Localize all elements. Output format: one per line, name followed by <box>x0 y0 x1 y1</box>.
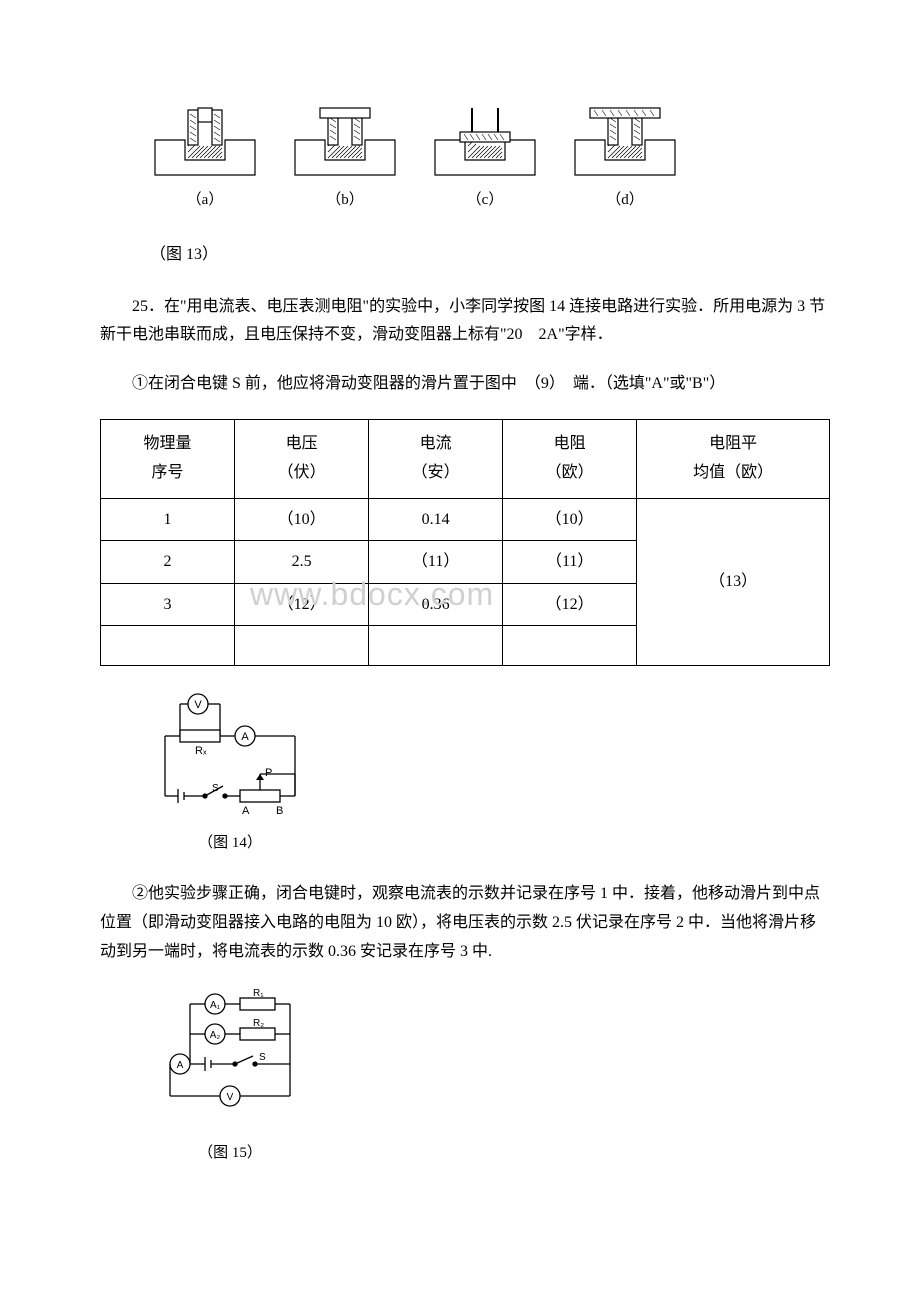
cell: （11） <box>503 541 637 584</box>
cell: （10） <box>235 498 369 541</box>
cell: 3 <box>101 583 235 626</box>
diagram-c-svg <box>430 100 540 180</box>
diagram-c: （c） <box>430 100 540 212</box>
data-table: 物理量序号 电压（伏） 电流（安） 电阻（欧） 电阻平均值（欧） 1 （10） … <box>100 419 830 666</box>
label-a3: A <box>177 1060 184 1071</box>
figure13-row: （a） （b） <box>150 100 830 212</box>
cell <box>235 626 369 666</box>
circuit14-block: V A Rₓ P S A B （图 14） <box>150 686 310 855</box>
cell: （12） <box>503 583 637 626</box>
label-v: V <box>194 699 202 711</box>
label-s2: S <box>259 1052 266 1063</box>
diagram-b-svg <box>290 100 400 180</box>
cell: 0.14 <box>369 498 503 541</box>
th-4: 电阻（欧） <box>503 419 637 498</box>
th-2: 电压（伏） <box>235 419 369 498</box>
diagram-d-svg <box>570 100 680 180</box>
label-rx: Rₓ <box>195 745 207 757</box>
diagram-b: （b） <box>290 100 400 212</box>
circuit15-svg: A₁ A₂ A V R₁ R₂ S <box>150 986 310 1126</box>
cell <box>503 626 637 666</box>
label-p: P <box>265 767 272 779</box>
cell: （10） <box>503 498 637 541</box>
diagram-a-svg <box>150 100 260 180</box>
diagram-a-label: （a） <box>187 188 224 212</box>
th-5: 电阻平均值（欧） <box>637 419 830 498</box>
label-right: B <box>276 805 283 816</box>
diagram-b-label: （b） <box>326 188 364 212</box>
label-a2: A₂ <box>210 1030 221 1041</box>
cell-avg: （13） <box>637 498 830 666</box>
cell: 0.36 <box>369 583 503 626</box>
diagram-a: （a） <box>150 100 260 212</box>
label-r2: R₂ <box>253 1018 264 1029</box>
diagram-c-label: （c） <box>467 188 504 212</box>
cell: 2.5 <box>235 541 369 584</box>
cell: 2 <box>101 541 235 584</box>
q25-intro: 25．在"用电流表、电压表测电阻"的实验中，小李同学按图 14 连接电路进行实验… <box>100 293 830 351</box>
circuit14-svg: V A Rₓ P S A B <box>150 686 310 816</box>
circuit14-caption: （图 14） <box>150 831 310 855</box>
th-1: 物理量序号 <box>101 419 235 498</box>
circuit15-caption: （图 15） <box>150 1141 310 1165</box>
label-v2: V <box>227 1092 234 1103</box>
circuit15-block: A₁ A₂ A V R₁ R₂ S （图 15） <box>150 986 310 1165</box>
q25-step1: ①在闭合电键 S 前，他应将滑动变阻器的滑片置于图中 （9） 端．（选填"A"或… <box>100 370 830 399</box>
cell <box>101 626 235 666</box>
cell: 1 <box>101 498 235 541</box>
q25-step2: ②他实验步骤正确，闭合电键时，观察电流表的示数并记录在序号 1 中．接着，他移动… <box>100 880 830 966</box>
label-left: A <box>242 805 250 816</box>
table-row: 1 （10） 0.14 （10） （13） <box>101 498 830 541</box>
cell: （12） <box>235 583 369 626</box>
figure13-caption: （图 13） <box>150 242 830 268</box>
label-r1: R₁ <box>253 988 264 999</box>
th-3: 电流（安） <box>369 419 503 498</box>
label-s: S <box>212 783 219 794</box>
label-a: A <box>241 731 249 743</box>
cell <box>369 626 503 666</box>
diagram-d: （d） <box>570 100 680 212</box>
cell: （11） <box>369 541 503 584</box>
diagram-d-label: （d） <box>606 188 644 212</box>
label-a1: A₁ <box>210 1000 221 1011</box>
